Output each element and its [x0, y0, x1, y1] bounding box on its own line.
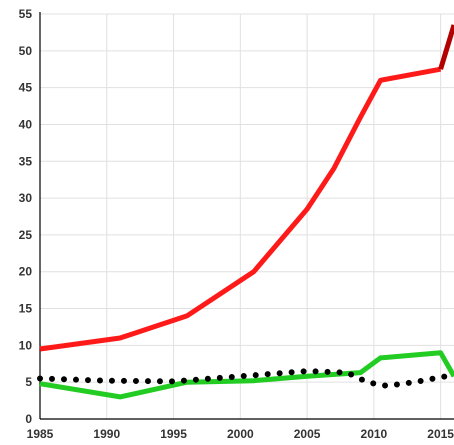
series-4-point	[38, 377, 42, 381]
series-3-point	[439, 351, 443, 355]
y-tick-label: 25	[19, 228, 33, 242]
x-tick-label: 2015	[427, 427, 454, 441]
y-tick-label: 5	[25, 375, 32, 389]
series-group	[37, 24, 454, 400]
series-1-point	[118, 336, 122, 340]
x-tick-label: 1985	[27, 427, 54, 441]
x-tick-label: 1995	[160, 427, 187, 441]
y-tick-label: 40	[19, 117, 33, 131]
series-4-point	[365, 380, 369, 384]
y-tick-label: 15	[19, 302, 33, 316]
series-3-point	[379, 356, 383, 360]
tick-labels: 0 5 10 15 20 25 30 35 40 45 50 55 1985 1990 1995 2000 20…	[19, 7, 454, 441]
series-4-point	[172, 379, 176, 383]
series-4-point	[385, 384, 389, 388]
x-tick-label: 2000	[227, 427, 254, 441]
series-1-point	[185, 314, 189, 318]
series-3-point	[252, 379, 256, 383]
x-tick-label: 2010	[361, 427, 388, 441]
y-tick-label: 0	[25, 412, 32, 426]
series-3-point	[38, 382, 42, 386]
series-1-point	[359, 115, 363, 119]
series-1-point	[38, 347, 42, 351]
y-tick-label: 20	[19, 265, 33, 279]
x-tick-label: 1990	[93, 427, 120, 441]
series-line-2	[438, 24, 454, 70]
y-tick-label: 55	[19, 7, 33, 21]
series-1-point	[379, 78, 383, 82]
series-1-point	[305, 207, 309, 211]
y-tick-label: 45	[19, 81, 33, 95]
series-3-point	[359, 371, 363, 375]
axes	[39, 12, 454, 420]
y-tick-label: 10	[19, 338, 33, 352]
series-4-point	[105, 379, 109, 383]
y-tick-label: 50	[19, 44, 33, 58]
series-4-point	[412, 380, 416, 384]
grid	[40, 13, 454, 419]
series-line-1	[39, 66, 442, 352]
series-4-point	[305, 369, 309, 373]
y-tick-label: 35	[19, 154, 33, 168]
series-line-3	[39, 350, 454, 400]
series-line-4	[37, 368, 454, 389]
series-1-point	[252, 270, 256, 274]
x-tick-label: 2005	[294, 427, 321, 441]
series-1-point	[332, 167, 336, 171]
series-4-point	[345, 371, 349, 375]
series-4-point	[238, 374, 242, 378]
series-3-point	[305, 374, 309, 378]
y-tick-label: 30	[19, 191, 33, 205]
series-3-point	[118, 395, 122, 399]
series-2-point	[439, 67, 443, 71]
